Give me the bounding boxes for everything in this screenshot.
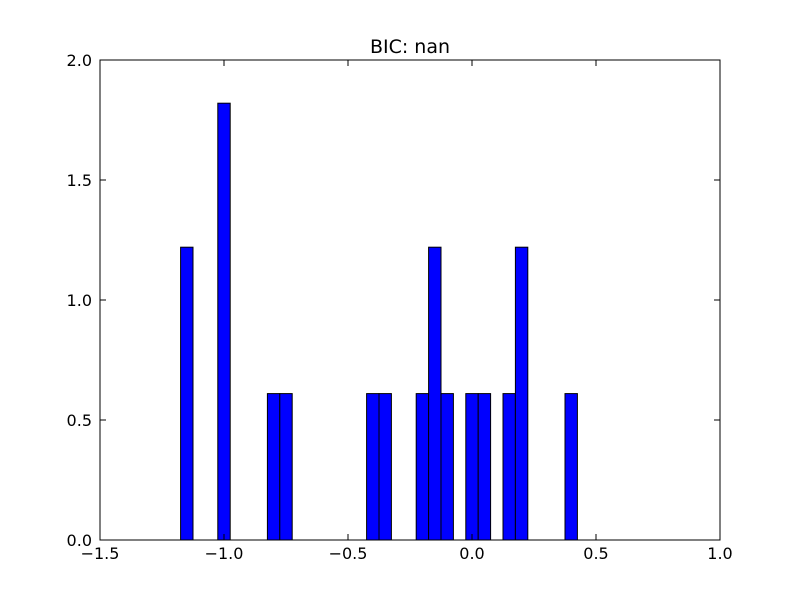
histogram-bar-20 bbox=[428, 246, 442, 541]
x-tick-label-3: 0.0 bbox=[459, 544, 484, 563]
histogram-bar-23 bbox=[465, 393, 479, 541]
histogram-bar-24 bbox=[477, 393, 492, 541]
plot-frame bbox=[99, 59, 721, 541]
y-tick-label-2: 1.0 bbox=[67, 291, 92, 310]
histogram-bar-31 bbox=[564, 393, 578, 541]
histogram-bar-26 bbox=[502, 393, 516, 541]
histogram-bar-7 bbox=[266, 393, 281, 541]
histogram-bar-15 bbox=[366, 393, 380, 541]
histogram-bar-3 bbox=[217, 102, 231, 541]
histogram-bar-27 bbox=[514, 246, 529, 541]
y-tick-label-3: 1.5 bbox=[67, 171, 92, 190]
y-tick-label-4: 2.0 bbox=[67, 51, 92, 70]
histogram-bar-16 bbox=[378, 393, 392, 541]
ticks-layer: −1.5 −1.0 −0.5 0.0 0.5 1.0 0.0 0.5 1.0 1.5 2.0 bbox=[67, 51, 733, 563]
histogram-bar-21 bbox=[440, 393, 454, 541]
chart-title: BIC: nan bbox=[370, 36, 450, 58]
y-tick-label-0: 0.0 bbox=[67, 531, 92, 550]
y-tick-label-1: 0.5 bbox=[67, 411, 92, 430]
x-tick-label-4: 0.5 bbox=[583, 544, 608, 563]
x-tick-label-0: −1.5 bbox=[81, 544, 120, 563]
x-tick-label-1: −1.0 bbox=[205, 544, 244, 563]
x-tick-label-5: 1.0 bbox=[707, 544, 732, 563]
x-tick-label-2: −0.5 bbox=[329, 544, 368, 563]
histogram-bar-8 bbox=[279, 393, 293, 541]
histogram-bar-19 bbox=[415, 393, 430, 541]
histogram-bar-0 bbox=[180, 246, 194, 541]
